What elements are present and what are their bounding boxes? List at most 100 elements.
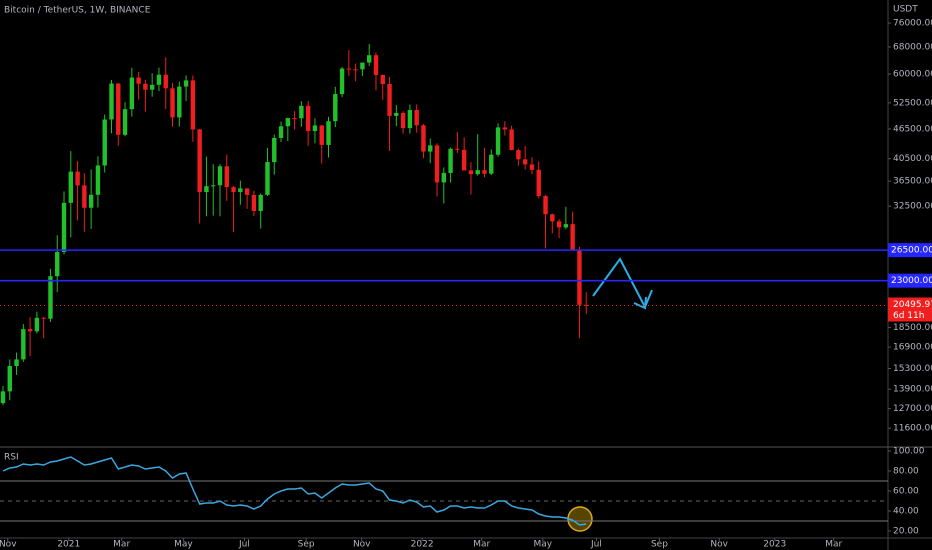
x-tick-label: Nov [0,540,17,550]
candle-body [136,77,141,84]
y-tick-label: 12700.00 [893,404,932,414]
candle-body [224,166,229,188]
candle-body [570,224,575,250]
candle-body [88,194,94,208]
candle-body [407,109,413,129]
candle-body [183,80,189,87]
y-tick-label: 52500.00 [893,98,932,108]
candle-body [333,94,338,122]
candle-body [394,112,399,116]
x-tick-label: Jul [238,540,250,550]
candle-body [461,149,467,171]
y-tick-label: 11600.00 [893,424,932,434]
candle-body [170,88,175,118]
y-tick-label: 32500.00 [893,202,932,212]
candle-body [75,171,80,186]
candle-body [143,83,148,90]
candle-body [489,154,494,174]
level-label: 26500.00 [891,246,932,256]
y-tick-label: 60000.00 [893,70,932,80]
candle-body [204,186,209,193]
candle-body [48,276,53,319]
candle-body [448,148,453,173]
candle-body [468,170,474,175]
candle-body [380,74,385,85]
candle-body [366,55,372,63]
y-tick-label: 68000.00 [893,43,932,53]
x-tick-label: Sep [298,540,315,550]
y-tick-label: 20.00 [893,527,919,537]
candle-body [556,221,562,228]
chart-title: Bitcoin / TetherUS, 1W, BINANCE [4,6,151,16]
y-tick-label: 36500.00 [893,177,932,187]
candle-body [285,118,291,127]
candle-body [400,112,406,129]
candle-body [516,150,521,160]
candle-body [95,165,101,195]
candle-body [360,62,365,70]
candle-body [238,188,243,193]
candle-body [509,129,514,151]
y-tick-label: 100.00 [893,447,925,457]
y-tick-label: 80.00 [893,467,919,477]
candle-body [414,109,419,126]
candle-body [217,166,223,186]
candle-body [190,80,196,130]
candle-body [156,74,162,85]
y-tick-label: 60.00 [893,487,919,497]
candle-body [251,194,257,211]
candle-body [27,329,33,332]
candle-body [41,317,46,319]
candle-body [7,365,12,392]
candle-body [231,187,236,193]
x-tick-label: Sep [651,540,668,550]
candle-body [211,185,216,187]
candle-body [339,68,345,95]
candle-body [305,105,311,132]
last-price-label: 20495.97 [893,300,932,310]
level-label-box [888,243,932,258]
candle-body [129,77,135,110]
y-tick-label: 46500.00 [893,124,932,134]
candle-body [319,125,324,145]
drawn-arrow [592,257,653,310]
countdown-label: 6d 11h [893,311,924,321]
candle-body [455,148,460,150]
candle-body [550,214,555,222]
x-tick-label: Mar [825,540,842,550]
candle-body [373,55,379,75]
candle-body [502,127,508,130]
rsi-title: RSI [4,453,19,463]
candle-body [312,125,318,132]
candle-body [278,126,284,138]
candle-body [346,68,352,70]
candle-body [495,127,501,155]
x-tick-label: May [534,540,553,550]
arrow-head [633,296,647,310]
y-tick-label: 40500.00 [893,154,932,164]
y-tick-label: 40.00 [893,507,919,517]
candle-body [258,194,263,211]
unit-label: USDT [893,5,918,15]
y-tick-label: 15300.00 [893,364,932,374]
x-tick-label: Nov [710,540,728,550]
candle-body [482,170,487,174]
candle-body [61,202,67,253]
x-tick-label: Mar [113,540,130,550]
candle-body [536,169,541,197]
candle-body [441,172,446,183]
candle-body [149,84,155,90]
x-tick-label: Jul [590,540,602,550]
candle-body [563,224,569,228]
rsi-line [2,456,587,526]
candle-body [387,84,392,116]
candle-body [55,252,60,277]
candle-body [14,359,19,366]
candle-body [122,109,128,135]
x-tick-label: 2023 [763,540,786,550]
y-tick-label: 16900.00 [893,343,932,353]
candle-body [34,317,40,332]
candle-body [197,129,202,193]
candle-body [82,185,87,208]
